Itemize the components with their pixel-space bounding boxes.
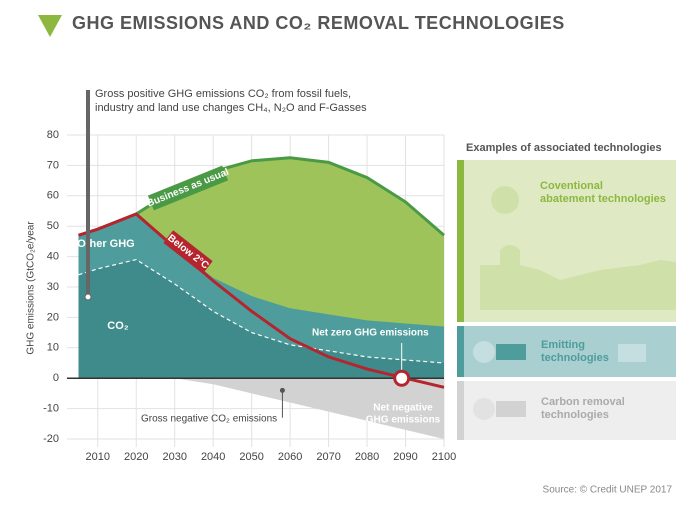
tech-icon — [491, 186, 519, 214]
y-tick-label: 80 — [47, 129, 59, 141]
tech-label: Coventional — [540, 180, 603, 192]
x-tick-label: 2050 — [239, 451, 263, 463]
tech-bar — [457, 381, 464, 440]
tech-label: Emitting — [541, 339, 585, 351]
annotation: industry and land use changes CH₄, N₂O a… — [95, 102, 367, 114]
x-tick-label: 2040 — [201, 451, 225, 463]
series-label: Gross negative CO₂ emissions — [141, 414, 277, 425]
y-tick-label: 10 — [47, 342, 59, 354]
annotation-bar — [86, 90, 90, 298]
y-tick-label: 70 — [47, 159, 59, 171]
title-icon — [38, 15, 62, 37]
series-area — [78, 259, 444, 379]
y-tick-label: 0 — [53, 372, 59, 384]
series-area — [78, 378, 444, 439]
tech-icon — [496, 344, 526, 360]
pointer-dot — [279, 387, 285, 393]
tech-icon — [618, 344, 646, 362]
annotation: Gross positive GHG emissions CO₂ from fo… — [95, 88, 351, 100]
y-tick-label: 40 — [47, 251, 59, 263]
annotation-dot — [84, 293, 92, 301]
annotation: GHG emissions — [366, 415, 441, 426]
x-tick-label: 2010 — [86, 451, 110, 463]
tech-label: technologies — [541, 409, 609, 421]
label-bg — [163, 230, 213, 274]
tech-icon — [473, 398, 495, 420]
series-line — [78, 212, 445, 389]
tech-bar — [457, 160, 464, 322]
panel-title: Examples of associated technologies — [466, 142, 662, 154]
series-line — [78, 258, 445, 364]
series-label: CO₂ — [107, 320, 129, 332]
annotation: Net negative — [373, 403, 433, 414]
y-tick-label: 20 — [47, 311, 59, 323]
tech-icon — [473, 341, 495, 363]
y-tick-label: -20 — [43, 433, 59, 445]
x-tick-label: 2090 — [393, 451, 417, 463]
source: Source: © Credit UNEP 2017 — [543, 485, 673, 496]
page-title: GHG EMISSIONS AND CO₂ REMOVAL TECHNOLOGI… — [72, 13, 565, 33]
x-tick-label: 2080 — [355, 451, 379, 463]
x-tick-label: 2100 — [432, 451, 456, 463]
tech-label: Carbon removal — [541, 396, 625, 408]
series-label: Other GHG — [77, 238, 134, 250]
tech-label: abatement technologies — [540, 193, 666, 205]
y-tick-label: 50 — [47, 220, 59, 232]
y-tick-label: -10 — [43, 403, 59, 415]
tech-icon — [496, 401, 526, 417]
y-axis-label: GHG emissions (GtCO₂e/year — [26, 221, 37, 355]
tech-illustration — [480, 245, 676, 310]
tech-bar — [457, 326, 464, 377]
tech-label: technologies — [541, 352, 609, 364]
y-tick-label: 30 — [47, 281, 59, 293]
net-zero-point — [393, 369, 411, 387]
x-tick-label: 2070 — [316, 451, 340, 463]
x-tick-label: 2020 — [124, 451, 148, 463]
label-bg — [147, 165, 229, 211]
y-tick-label: 60 — [47, 190, 59, 202]
annotation: Net zero GHG emissions — [312, 328, 429, 339]
x-tick-label: 2060 — [278, 451, 302, 463]
x-tick-label: 2030 — [162, 451, 186, 463]
